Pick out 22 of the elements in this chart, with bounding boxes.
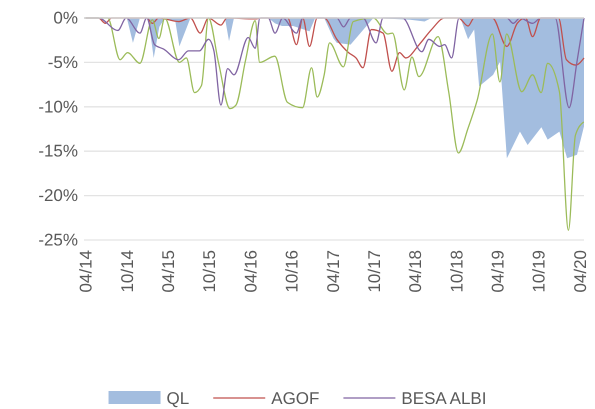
y-tick-label: -15%: [38, 142, 78, 161]
y-tick-label: -20%: [38, 186, 78, 206]
legend-label: BESA ALBI: [401, 389, 486, 408]
x-tick-label: 04/15: [158, 250, 178, 293]
x-tick-label: 04/16: [241, 250, 260, 293]
x-tick-label: 10/15: [200, 250, 220, 293]
x-tick-label: 10/19: [530, 250, 549, 293]
x-tick-label: 04/14: [76, 250, 96, 293]
y-tick-label: -10%: [38, 97, 78, 116]
x-tick-label: 04/18: [406, 250, 426, 293]
x-tick-label: 04/19: [488, 250, 508, 293]
x-tick-label: 10/16: [282, 250, 302, 293]
x-tick-label: 10/17: [365, 250, 384, 293]
x-tick-label: 10/18: [447, 250, 466, 293]
x-tick-label: 04/17: [324, 250, 343, 293]
x-tick-label: 10/14: [118, 250, 137, 293]
y-tick-label: -5%: [48, 52, 78, 72]
y-tick-label: 0%: [53, 8, 78, 28]
legend-label: AGOF: [271, 389, 320, 408]
x-tick-label: 04/20: [570, 250, 590, 293]
y-tick-label: -25%: [38, 230, 78, 250]
legend-label: QL: [166, 389, 190, 408]
